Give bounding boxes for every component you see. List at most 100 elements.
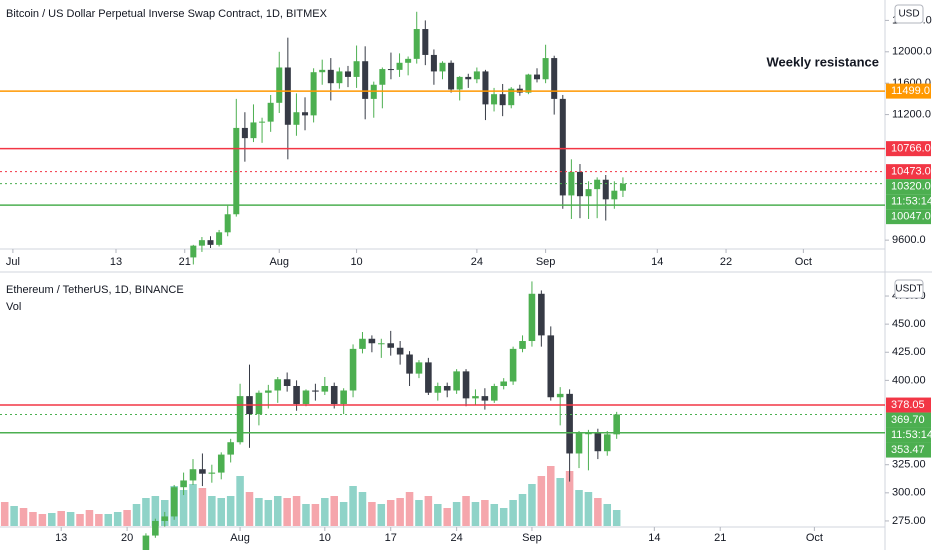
price-tag-label: 11:53:14 (891, 196, 932, 208)
candle-body (491, 94, 498, 105)
volume-bar (537, 476, 546, 526)
candle-body (255, 392, 263, 415)
candle-body (276, 67, 283, 103)
candle-body (490, 385, 498, 401)
candle-body (551, 58, 558, 99)
volume-bar (462, 496, 470, 526)
volume-bar (57, 511, 65, 526)
x-tick-label: Jul (6, 256, 20, 268)
candle-body (525, 74, 532, 93)
candle-body (227, 442, 234, 455)
volume-bar (302, 504, 310, 526)
candle-body (330, 385, 338, 404)
volume-bar (368, 502, 376, 526)
chart-title: Ethereum / TetherUS, 1D, BINANCE (6, 284, 184, 296)
volume-bar (76, 514, 84, 526)
x-tick-label: 21 (179, 256, 191, 268)
volume-bar (612, 510, 621, 526)
volume-bar (471, 502, 480, 526)
candle-body (538, 293, 545, 336)
x-tick-label: 24 (471, 256, 483, 268)
volume-bar (594, 498, 602, 526)
candle-body (267, 102, 274, 122)
candle-body (283, 379, 291, 386)
candle-body (603, 434, 611, 452)
candle-body (519, 341, 526, 349)
x-tick-label: Oct (806, 532, 823, 544)
candle-body (302, 112, 309, 116)
candle-body (368, 338, 376, 344)
volume-bar (584, 492, 593, 526)
candle-body (349, 348, 357, 391)
candle-body (353, 61, 360, 77)
candle-body (344, 71, 351, 77)
candle-body (302, 390, 310, 404)
candle-body (274, 379, 282, 391)
x-tick-label: 17 (385, 532, 397, 544)
volume-bar (509, 500, 517, 526)
candle-body (413, 29, 420, 59)
price-tag-label: 10766.0 (891, 143, 931, 155)
y-tick-label: 450.00 (892, 318, 926, 330)
candle-body (387, 343, 395, 348)
candle-body (152, 520, 159, 536)
candle-body (396, 62, 403, 70)
volume-bar (443, 508, 451, 526)
candle-body (259, 121, 266, 123)
price-tag (886, 442, 931, 458)
candle-body (359, 338, 366, 349)
candle-body (611, 190, 618, 200)
candle-body (528, 293, 536, 342)
x-tick-label: 10 (350, 256, 362, 268)
candle-body (499, 94, 506, 106)
volume-bar (349, 486, 357, 526)
candle-body (576, 171, 583, 197)
volume-bar (10, 506, 18, 526)
candle-body (379, 69, 386, 85)
candle-body (293, 112, 300, 125)
candle-body (236, 396, 244, 443)
volume-bar (292, 496, 301, 526)
candle-body (566, 393, 573, 454)
volume-bar (217, 498, 226, 526)
price-tag (886, 194, 931, 210)
candle-body (336, 71, 343, 84)
x-tick-label: 14 (648, 532, 660, 544)
x-tick-label: Sep (536, 256, 556, 268)
price-tag-label: 378.05 (891, 399, 925, 411)
y-tick-label: 400.00 (892, 374, 926, 386)
volume-bar (142, 498, 150, 526)
candle-body (233, 127, 240, 215)
price-tag (886, 209, 931, 225)
volume-bar (264, 500, 273, 526)
y-tick-label: 300.00 (892, 487, 926, 499)
y-tick-label: 275.00 (892, 515, 926, 527)
chart-title: Bitcoin / US Dollar Perpetual Inverse Sw… (6, 8, 328, 20)
volume-bar (311, 504, 320, 526)
candle-body (180, 480, 187, 488)
candle-body (142, 535, 150, 550)
y-tick-label: 12000.0 (892, 46, 932, 58)
x-tick-label: 10 (319, 532, 331, 544)
candle-body (619, 183, 626, 191)
currency-box (894, 279, 924, 299)
candle-body (542, 58, 549, 80)
candle-body (319, 69, 326, 73)
candle-body (425, 362, 432, 393)
candle-body (472, 396, 479, 399)
volume-bar (424, 496, 433, 526)
candle-body (508, 88, 515, 106)
volume-bar (255, 498, 263, 526)
candle-body (207, 240, 214, 245)
volume-bar (518, 494, 527, 526)
x-tick-label: 22 (720, 256, 732, 268)
volume-bar (377, 504, 386, 526)
candle-body (482, 71, 489, 105)
candle-body (310, 72, 317, 116)
volume-bar (236, 476, 244, 526)
candle-body (362, 61, 369, 99)
chart-subtitle: Vol (6, 301, 21, 313)
price-tag (886, 164, 931, 180)
volume-bar (556, 478, 564, 526)
x-tick-label: Sep (522, 532, 542, 544)
